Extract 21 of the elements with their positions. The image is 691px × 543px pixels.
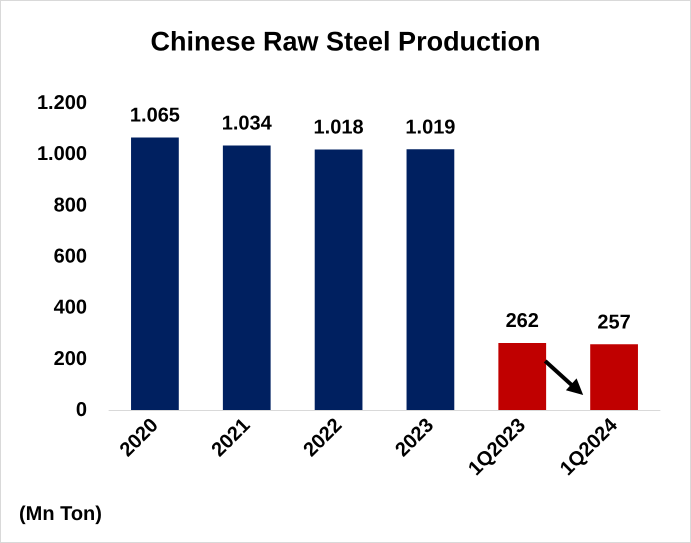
- data-label: 262: [506, 310, 539, 332]
- y-tick-label: 600: [54, 246, 87, 268]
- data-label: 1.018: [314, 116, 364, 139]
- bar: [498, 342, 546, 410]
- y-tick-label: 1.000: [36, 143, 87, 166]
- y-axis-title: (Mn Ton): [19, 503, 102, 525]
- bar: [222, 145, 271, 410]
- bar: [131, 138, 179, 410]
- data-label: 257: [597, 311, 631, 334]
- chart-title: Chinese Raw Steel Production: [150, 26, 541, 56]
- y-tick-label: 1.200: [36, 92, 87, 114]
- bar: [590, 344, 638, 410]
- bar: [406, 149, 454, 410]
- data-label: 1.065: [130, 104, 180, 127]
- data-label: 1.034: [222, 112, 273, 134]
- y-tick-label: 0: [76, 399, 87, 421]
- y-tick-label: 400: [54, 296, 87, 319]
- data-label: 1.019: [405, 116, 456, 138]
- y-tick-label: 200: [54, 348, 87, 370]
- bar: [314, 150, 362, 410]
- y-tick-label: 800: [54, 194, 87, 216]
